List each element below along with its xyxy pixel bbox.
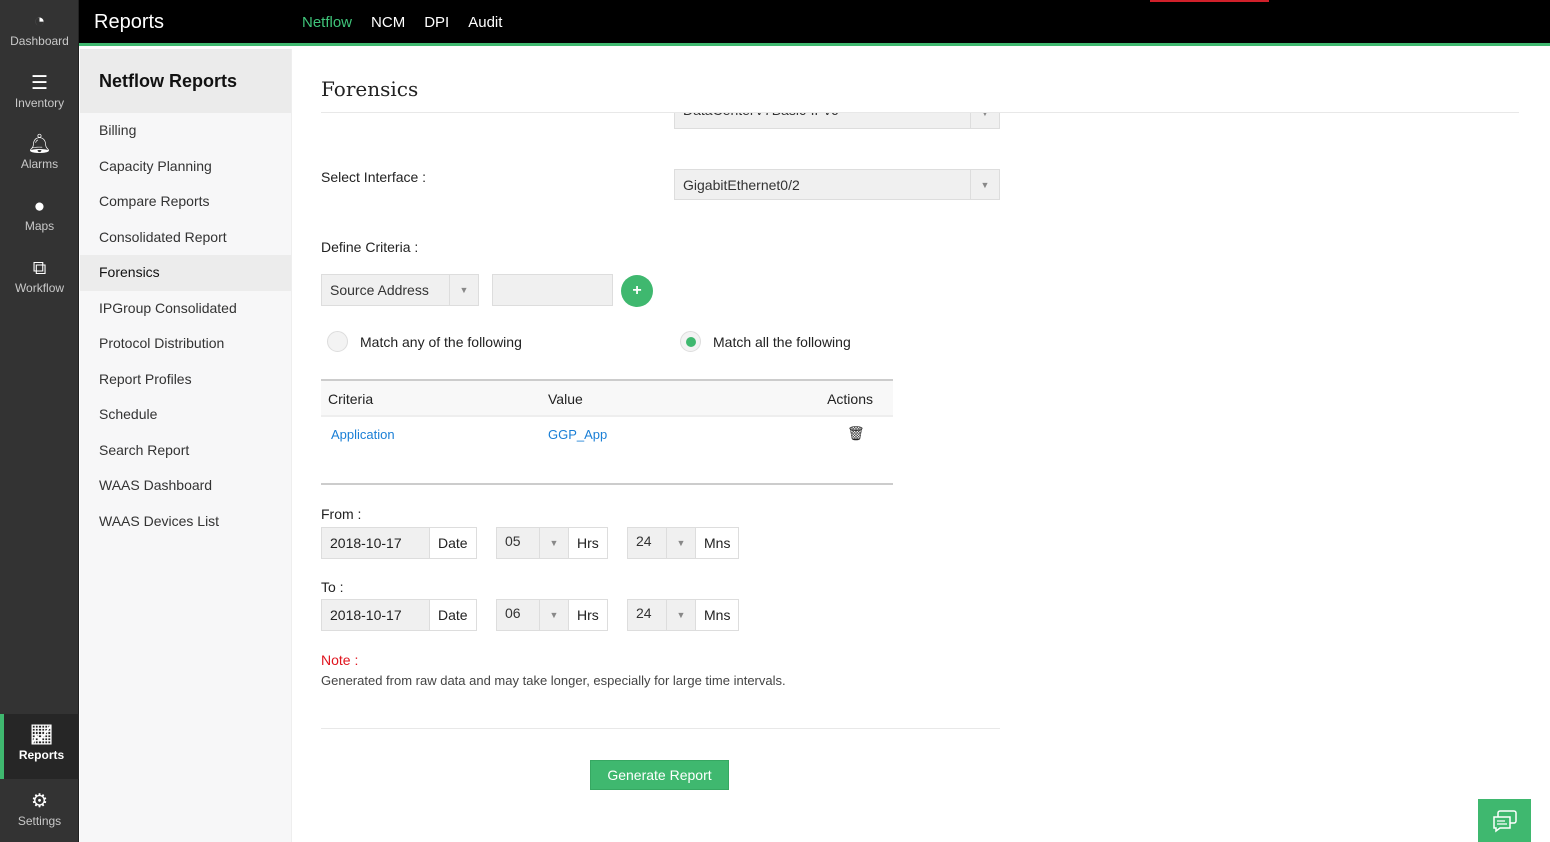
chevron-down-icon: ▼: [539, 528, 568, 558]
add-criteria-button[interactable]: +: [621, 275, 653, 307]
title-bar: [293, 49, 1550, 112]
sidebar-item-capacity-planning[interactable]: Capacity Planning: [99, 157, 212, 174]
note-text: Generated from raw data and may take lon…: [321, 673, 786, 688]
alert-strip: [1150, 0, 1269, 2]
sidebar-item-waas-dashboard[interactable]: WAAS Dashboard: [99, 477, 213, 493]
sidebar-item-consolidated-report[interactable]: Consolidated Report: [99, 228, 227, 245]
criteria-link[interactable]: Application: [331, 427, 395, 442]
rail-maps[interactable]: ● Maps: [0, 185, 79, 245]
gauge-icon: ◔: [33, 11, 46, 32]
tab-audit[interactable]: Audit: [468, 14, 503, 31]
to-hrs-unit: Hrs: [568, 599, 608, 631]
app-title: Reports: [94, 11, 165, 33]
col-criteria: Criteria: [328, 391, 374, 407]
criteria-table: Criteria Value Actions Application GGP_A…: [321, 379, 893, 485]
from-hrs-select[interactable]: 05 ▼: [496, 527, 569, 559]
inventory-icon: ☰: [30, 73, 49, 94]
to-hrs-select[interactable]: 06 ▼: [496, 599, 569, 631]
table-row: Application GGP_App 🗑︎: [321, 417, 893, 485]
sidebar-item-billing[interactable]: Billing: [99, 122, 137, 138]
rail-settings[interactable]: ⚙ Settings: [0, 780, 79, 840]
divider: [321, 728, 1000, 729]
chart-icon: 📈︎: [29, 725, 54, 746]
trash-icon[interactable]: 🗑︎: [847, 425, 865, 441]
sidebar-item-protocol-distribution[interactable]: Protocol Distribution: [99, 335, 225, 351]
from-date-unit: Date: [429, 527, 477, 559]
col-actions: Actions: [827, 391, 873, 407]
note-label: Note :: [321, 652, 359, 668]
col-value: Value: [548, 391, 583, 407]
to-label: To :: [321, 579, 344, 595]
match-all-label: Match all the following: [713, 334, 851, 350]
criteria-type-select[interactable]: Source Address ▼: [321, 274, 479, 306]
match-all-radio[interactable]: [680, 331, 701, 352]
tab-ncm[interactable]: NCM: [371, 14, 406, 31]
tab-netflow[interactable]: Netflow: [302, 14, 353, 31]
top-bar: Reports Netflow NCM DPI Audit: [79, 0, 1550, 46]
chevron-down-icon: ▼: [449, 275, 478, 305]
alarm-icon: 🔔︎: [27, 134, 52, 155]
to-date-input[interactable]: 2018-10-17: [321, 599, 430, 631]
from-date-input[interactable]: 2018-10-17: [321, 527, 430, 559]
to-date-unit: Date: [429, 599, 477, 631]
chat-icon: [1492, 809, 1517, 832]
value-link[interactable]: GGP_App: [548, 427, 608, 442]
divider: [321, 112, 1519, 113]
left-rail: ◔ Dashboard ☰ Inventory 🔔︎ Alarms ● Maps ⧉ Wo…: [0, 0, 79, 842]
sidebar-title: Netflow Reports: [80, 49, 291, 113]
page-title: Forensics: [321, 77, 419, 101]
interface-select[interactable]: GigabitEthernet0/2 ▼: [674, 169, 1000, 200]
rail-dashboard[interactable]: ◔ Dashboard: [0, 0, 79, 60]
interface-label: Select Interface :: [321, 169, 427, 185]
chevron-down-icon: ▼: [539, 600, 568, 630]
to-mins-unit: Mns: [695, 599, 739, 631]
report-sidebar: Netflow Reports Billing Capacity Plannin…: [80, 49, 292, 842]
rail-workflow[interactable]: ⧉ Workflow: [0, 247, 79, 307]
rail-reports[interactable]: 📈︎ Reports: [0, 714, 79, 779]
sidebar-item-ipgroup-consolidated[interactable]: IPGroup Consolidated: [99, 299, 237, 316]
chevron-down-icon: ▼: [666, 528, 695, 558]
generate-report-button[interactable]: Generate Report: [590, 760, 729, 790]
sidebar-item-schedule[interactable]: Schedule: [99, 406, 158, 422]
sidebar-item-report-profiles[interactable]: Report Profiles: [99, 370, 192, 387]
from-mins-select[interactable]: 24 ▼: [627, 527, 696, 559]
sidebar-item-forensics[interactable]: Forensics: [80, 255, 291, 291]
from-mins-unit: Mns: [695, 527, 739, 559]
sidebar-item-waas-devices-list[interactable]: WAAS Devices List: [99, 512, 220, 529]
criteria-label: Define Criteria :: [321, 239, 419, 255]
top-nav: Netflow NCM DPI Audit: [302, 14, 502, 31]
rail-inventory[interactable]: ☰ Inventory: [0, 62, 79, 122]
table-header: Criteria Value Actions: [321, 381, 893, 417]
from-hrs-unit: Hrs: [568, 527, 608, 559]
rail-alarms[interactable]: 🔔︎ Alarms: [0, 123, 79, 183]
sidebar-item-search-report[interactable]: Search Report: [99, 441, 190, 458]
from-label: From :: [321, 506, 362, 522]
chevron-down-icon: ▼: [970, 98, 999, 128]
main-content: DataCenterV7Basic-IPv6▼ Forensics Select…: [293, 49, 1550, 842]
sidebar-item-compare-reports[interactable]: Compare Reports: [99, 193, 210, 209]
tab-dpi[interactable]: DPI: [424, 14, 450, 31]
match-any-radio[interactable]: [327, 331, 348, 352]
chevron-down-icon: ▼: [666, 600, 695, 630]
match-any-label: Match any of the following: [360, 334, 522, 350]
chevron-down-icon: ▼: [970, 170, 999, 199]
workflow-icon: ⧉: [32, 258, 47, 279]
chat-button[interactable]: [1478, 799, 1531, 842]
map-pin-icon: ●: [33, 196, 46, 217]
criteria-value-input[interactable]: [492, 274, 613, 306]
to-mins-select[interactable]: 24 ▼: [627, 599, 696, 631]
gear-icon: ⚙: [30, 791, 49, 812]
